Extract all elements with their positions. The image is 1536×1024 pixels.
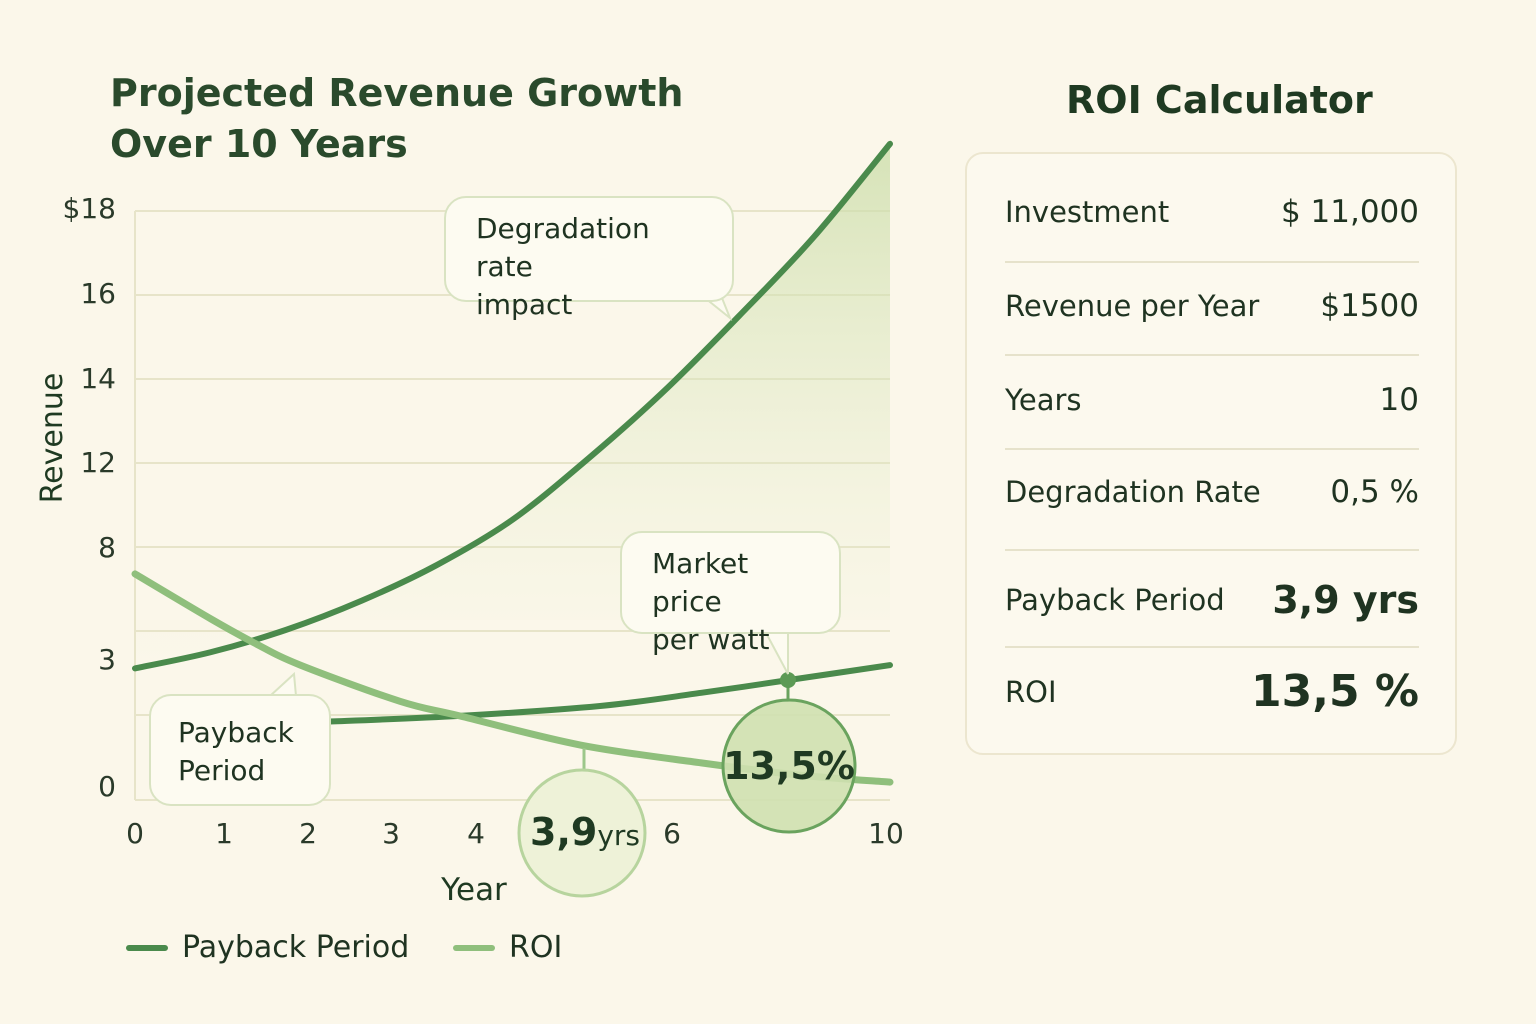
x-axis-label: Year (440, 872, 507, 908)
row-value: $1500 (1320, 288, 1419, 324)
legend-item-roi: ROI (453, 930, 562, 965)
chart-title-line-2: Over 10 Years (110, 122, 408, 166)
callout-line: Payback (178, 716, 294, 749)
divider (1005, 448, 1419, 450)
row-label: Degradation Rate (1005, 475, 1261, 509)
legend-item-payback-period: Payback Period (126, 930, 409, 965)
x-tick-label: 2 (299, 817, 317, 850)
legend-swatch (453, 944, 495, 951)
row-value: 10 (1379, 382, 1419, 418)
legend-label: Payback Period (182, 930, 410, 965)
y-tick-label: 12 (80, 446, 116, 479)
chart-title: Projected Revenue Growth Over 10 Years (110, 68, 683, 170)
series-line-payback-period (132, 140, 893, 672)
callout-line: per watt (652, 623, 770, 656)
calculator-title: ROI Calculator (1066, 78, 1373, 122)
roi-point-marker (780, 672, 796, 688)
row-label: Investment (1005, 195, 1170, 229)
degradation-callout: Degradation rate impact (444, 196, 734, 321)
row-value: 13,5 % (1251, 666, 1419, 717)
y-tick-label: 8 (98, 531, 116, 564)
x-tick-label: 10 (868, 817, 904, 850)
divider (1005, 549, 1419, 551)
payback-callout-tail (267, 671, 298, 697)
x-tick-label: 6 (663, 817, 681, 850)
row-label: Years (1005, 383, 1082, 417)
divider (1005, 646, 1419, 648)
y-tick-label: 16 (80, 277, 116, 310)
calc-row-roi: ROI 13,5 % (1005, 666, 1419, 717)
series-line-secondary (316, 662, 893, 725)
legend-label: ROI (509, 930, 563, 965)
row-value: 3,9 yrs (1272, 578, 1419, 622)
callout-line: Degradation rate (476, 212, 650, 283)
x-tick-label: 3 (382, 817, 400, 850)
y-tick-label: 14 (80, 362, 116, 395)
calc-row-payback-period: Payback Period 3,9 yrs (1005, 578, 1419, 622)
roi-calculator-panel: Investment $ 11,000 Revenue per Year $1500… (965, 152, 1457, 755)
row-value: $ 11,000 (1280, 194, 1419, 230)
row-label: Payback Period (1005, 583, 1225, 617)
x-tick-label: 1 (215, 817, 233, 850)
row-label: Revenue per Year (1005, 289, 1260, 323)
divider (1005, 354, 1419, 356)
market-price-callout: Market price per watt (620, 531, 841, 656)
x-tick-label: 0 (126, 817, 144, 850)
y-tick-label: 3 (98, 643, 116, 676)
roi-badge (721, 698, 857, 834)
divider (1005, 261, 1419, 263)
x-tick-label: 4 (467, 817, 485, 850)
roi-badge-text: 13,5% (723, 744, 855, 788)
payback-callout: Payback Period (149, 694, 331, 806)
y-axis-label: Revenue (35, 373, 70, 504)
callout-line: impact (476, 288, 573, 321)
y-tick-label: $18 (63, 192, 116, 225)
y-tick-label: 0 (98, 770, 116, 803)
calc-row-revenue-per-year: Revenue per Year $1500 (1005, 288, 1419, 324)
payback-badge (517, 768, 647, 898)
legend-swatch (126, 944, 168, 951)
row-value: 0,5 % (1330, 474, 1419, 510)
callout-line: Period (178, 754, 266, 787)
row-label: ROI (1005, 674, 1057, 709)
chart-title-line-1: Projected Revenue Growth (110, 71, 684, 115)
calc-row-years: Years 10 (1005, 382, 1419, 418)
callout-line: Market price (652, 547, 749, 618)
calc-row-degradation-rate: Degradation Rate 0,5 % (1005, 474, 1419, 510)
payback-badge-text: 3,9yrs (530, 810, 640, 854)
calc-row-investment: Investment $ 11,000 (1005, 194, 1419, 230)
